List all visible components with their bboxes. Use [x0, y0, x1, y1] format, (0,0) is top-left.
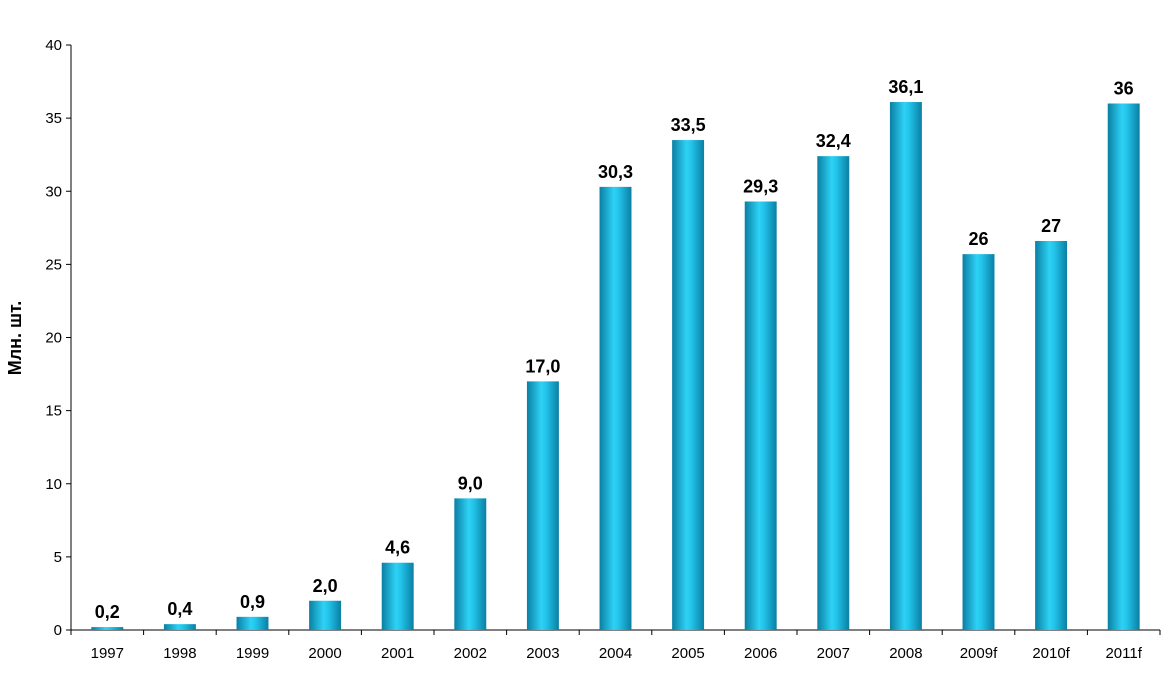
- y-axis-title: Млн. шт.: [5, 301, 25, 376]
- bar-2007: [817, 156, 850, 630]
- data-label-2000: 2,0: [313, 576, 338, 596]
- y-axis: 0 5 10 15 20 25 30 35 40: [45, 37, 72, 639]
- y-tick-label: 35: [45, 110, 62, 127]
- bar-1997: [91, 627, 124, 630]
- bar-2003: [526, 381, 559, 630]
- x-tick-label: 2009f: [960, 645, 998, 662]
- x-tick-label: 2003: [526, 645, 559, 662]
- y-tick-label: 5: [54, 549, 62, 566]
- data-label-1998: 0,4: [167, 599, 192, 619]
- x-tick-label: 2002: [454, 645, 487, 662]
- x-tick-label: 1999: [236, 645, 269, 662]
- data-label-2011f: 36: [1114, 79, 1134, 99]
- bars: [91, 102, 1140, 631]
- y-tick-label: 40: [45, 37, 62, 54]
- y-tick-label: 0: [54, 622, 62, 639]
- data-label-2001: 4,6: [385, 538, 410, 558]
- x-tick-label: 2008: [889, 645, 922, 662]
- y-tick-label: 25: [45, 256, 62, 273]
- bar-2002: [454, 498, 487, 630]
- bar-2001: [381, 562, 414, 630]
- data-label-2003: 17,0: [525, 356, 560, 376]
- data-label-2007: 32,4: [816, 131, 851, 151]
- data-label-2002: 9,0: [458, 473, 483, 493]
- x-tick-label: 2011f: [1105, 645, 1142, 662]
- y-tick-label: 20: [45, 330, 62, 347]
- bar-2010f: [1035, 240, 1068, 630]
- x-tick-label: 2007: [817, 645, 850, 662]
- x-axis: 1997 1998 1999 2000 2001 2002 2003 2004 2005 2006…: [70, 629, 1161, 662]
- data-label-2006: 29,3: [743, 176, 778, 196]
- x-tick-label: 2004: [599, 645, 632, 662]
- bar-2005: [672, 140, 705, 630]
- bar-2006: [744, 201, 777, 631]
- x-tick-label: 2001: [381, 645, 414, 662]
- x-tick-label: 2000: [308, 645, 341, 662]
- y-tick-label: 30: [45, 183, 62, 200]
- bar-1998: [163, 624, 196, 630]
- data-label-2008: 36,1: [888, 77, 923, 97]
- bar-2008: [889, 102, 922, 631]
- data-label-1997: 0,2: [95, 602, 120, 622]
- x-tick-label: 2005: [671, 645, 704, 662]
- bar-2000: [309, 600, 342, 630]
- data-label-2010f: 27: [1041, 216, 1061, 236]
- bar-2004: [599, 186, 632, 631]
- data-label-2009f: 26: [968, 229, 988, 249]
- x-tick-label: 1997: [91, 645, 124, 662]
- x-tick-label: 2006: [744, 645, 777, 662]
- bar-2011f: [1107, 103, 1140, 630]
- x-tick-label: 1998: [163, 645, 196, 662]
- bar-1999: [236, 616, 269, 630]
- x-tick-label: 2010f: [1032, 645, 1070, 662]
- data-label-2005: 33,5: [671, 115, 706, 135]
- bar-2009f: [962, 254, 995, 630]
- y-tick-label: 10: [45, 476, 62, 493]
- data-labels: 0,2 0,4 0,9 2,0 4,6 9,0 17,0 30,3 33,5 29,3 32,4 36…: [95, 77, 1134, 622]
- data-label-2004: 30,3: [598, 162, 633, 182]
- y-tick-label: 15: [45, 403, 62, 420]
- data-label-1999: 0,9: [240, 592, 265, 612]
